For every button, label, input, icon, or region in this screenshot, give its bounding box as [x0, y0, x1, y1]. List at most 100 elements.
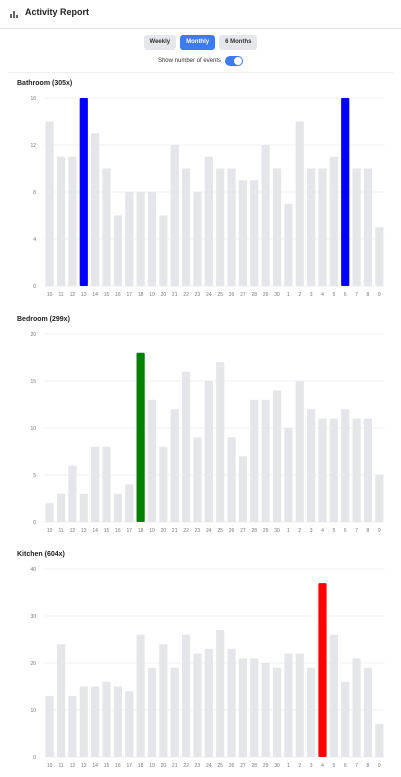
bedroom-bar[interactable]	[147, 399, 157, 522]
kitchen-bar[interactable]	[45, 695, 54, 757]
bathroom-bar[interactable]	[113, 215, 122, 287]
kitchen-bar[interactable]	[318, 583, 327, 757]
bathroom-bar[interactable]	[329, 156, 338, 286]
kitchen-bar[interactable]	[341, 681, 350, 757]
kitchen-bar[interactable]	[375, 724, 384, 757]
kitchen-y-tick-label: 20	[30, 661, 36, 667]
kitchen-bar[interactable]	[261, 663, 270, 757]
bedroom-bar[interactable]	[79, 493, 88, 522]
kitchen-bar[interactable]	[227, 648, 236, 757]
kitchen-bar[interactable]	[307, 667, 316, 757]
kitchen-bar[interactable]	[68, 695, 77, 757]
bedroom-bar[interactable]	[91, 446, 100, 522]
kitchen-bar[interactable]	[329, 634, 338, 757]
tab-6-months[interactable]: 6 Months	[219, 35, 258, 50]
kitchen-bar[interactable]	[284, 653, 293, 757]
bedroom-bar[interactable]	[56, 493, 66, 522]
show-events-toggle[interactable]	[225, 56, 244, 66]
kitchen-bar[interactable]	[250, 658, 259, 757]
bathroom-bar[interactable]	[56, 156, 66, 286]
bedroom-bar[interactable]	[159, 446, 168, 522]
kitchen-bar[interactable]	[204, 648, 213, 757]
bedroom-bar[interactable]	[68, 465, 77, 522]
bedroom-bar[interactable]	[216, 362, 225, 522]
bedroom-bar[interactable]	[318, 418, 327, 522]
bathroom-bar[interactable]	[318, 168, 327, 287]
bathroom-x-tick-label: 28	[252, 292, 258, 298]
kitchen-bar[interactable]	[193, 653, 202, 757]
bathroom-bar[interactable]	[102, 168, 111, 287]
bedroom-bar[interactable]	[250, 399, 259, 522]
bathroom-bar[interactable]	[193, 192, 202, 286]
bathroom-bar[interactable]	[45, 121, 54, 287]
bathroom-bar[interactable]	[136, 192, 145, 286]
bathroom-bar[interactable]	[125, 192, 134, 286]
bedroom-bar[interactable]	[125, 484, 134, 522]
bedroom-bar[interactable]	[102, 446, 111, 522]
bathroom-bar[interactable]	[250, 180, 259, 286]
bathroom-bar[interactable]	[204, 156, 213, 286]
kitchen-bar[interactable]	[216, 630, 225, 757]
bathroom-bar[interactable]	[91, 133, 100, 286]
bedroom-bar[interactable]	[363, 418, 373, 522]
kitchen-bar[interactable]	[79, 686, 88, 758]
bedroom-bar[interactable]	[227, 437, 236, 522]
kitchen-bar[interactable]	[170, 667, 179, 757]
app-header: Activity Report	[0, 0, 401, 29]
bathroom-bar[interactable]	[261, 145, 270, 286]
kitchen-bar[interactable]	[56, 644, 66, 757]
bathroom-bar[interactable]	[68, 156, 77, 286]
bathroom-bar[interactable]	[181, 168, 191, 287]
kitchen-bar[interactable]	[102, 681, 111, 757]
bathroom-bar[interactable]	[238, 180, 248, 286]
bathroom-y-tick-label: 4	[33, 237, 36, 243]
kitchen-bar[interactable]	[181, 634, 191, 757]
bathroom-bar[interactable]	[307, 168, 316, 287]
bedroom-bar[interactable]	[113, 493, 122, 522]
page-title: Activity Report	[25, 7, 90, 17]
bathroom-bar[interactable]	[79, 98, 88, 286]
bathroom-bar[interactable]	[272, 168, 282, 287]
bedroom-bar[interactable]	[284, 428, 293, 522]
bedroom-bar[interactable]	[238, 456, 248, 522]
bedroom-bar[interactable]	[329, 418, 338, 522]
bathroom-bar[interactable]	[159, 215, 168, 287]
kitchen-bar[interactable]	[113, 686, 122, 758]
bathroom-bar[interactable]	[295, 121, 304, 287]
kitchen-bar[interactable]	[147, 667, 157, 757]
bedroom-bar[interactable]	[170, 409, 179, 522]
bathroom-bar[interactable]	[341, 98, 350, 286]
kitchen-bar[interactable]	[363, 667, 373, 757]
tab-monthly[interactable]: Monthly	[180, 35, 216, 50]
bedroom-bar[interactable]	[307, 409, 316, 522]
bedroom-bar[interactable]	[352, 418, 361, 522]
bathroom-bar[interactable]	[363, 168, 373, 287]
tab-weekly[interactable]: Weekly	[143, 35, 177, 50]
bedroom-bar[interactable]	[261, 399, 270, 522]
kitchen-bar[interactable]	[295, 653, 304, 757]
bedroom-bar[interactable]	[181, 371, 191, 522]
kitchen-bar[interactable]	[352, 658, 361, 757]
bathroom-bar[interactable]	[147, 192, 157, 286]
bedroom-bar[interactable]	[45, 503, 54, 522]
kitchen-bar[interactable]	[238, 658, 248, 757]
bathroom-bar[interactable]	[352, 168, 361, 287]
bedroom-bar[interactable]	[204, 381, 213, 522]
kitchen-bar[interactable]	[125, 691, 134, 757]
bedroom-x-tick-label: 11	[58, 528, 63, 534]
bathroom-bar[interactable]	[227, 168, 236, 287]
kitchen-bar[interactable]	[272, 667, 282, 757]
kitchen-bar[interactable]	[159, 644, 168, 757]
bathroom-bar[interactable]	[284, 203, 293, 286]
kitchen-bar[interactable]	[91, 686, 100, 758]
bathroom-bar[interactable]	[375, 227, 384, 286]
kitchen-bar[interactable]	[136, 634, 145, 757]
bedroom-bar[interactable]	[136, 352, 145, 522]
bedroom-bar[interactable]	[272, 390, 282, 522]
bathroom-bar[interactable]	[216, 168, 225, 287]
bedroom-bar[interactable]	[295, 381, 304, 522]
bedroom-bar[interactable]	[341, 409, 350, 522]
bathroom-bar[interactable]	[170, 145, 179, 286]
bedroom-bar[interactable]	[193, 437, 202, 522]
bedroom-bar[interactable]	[375, 475, 384, 522]
